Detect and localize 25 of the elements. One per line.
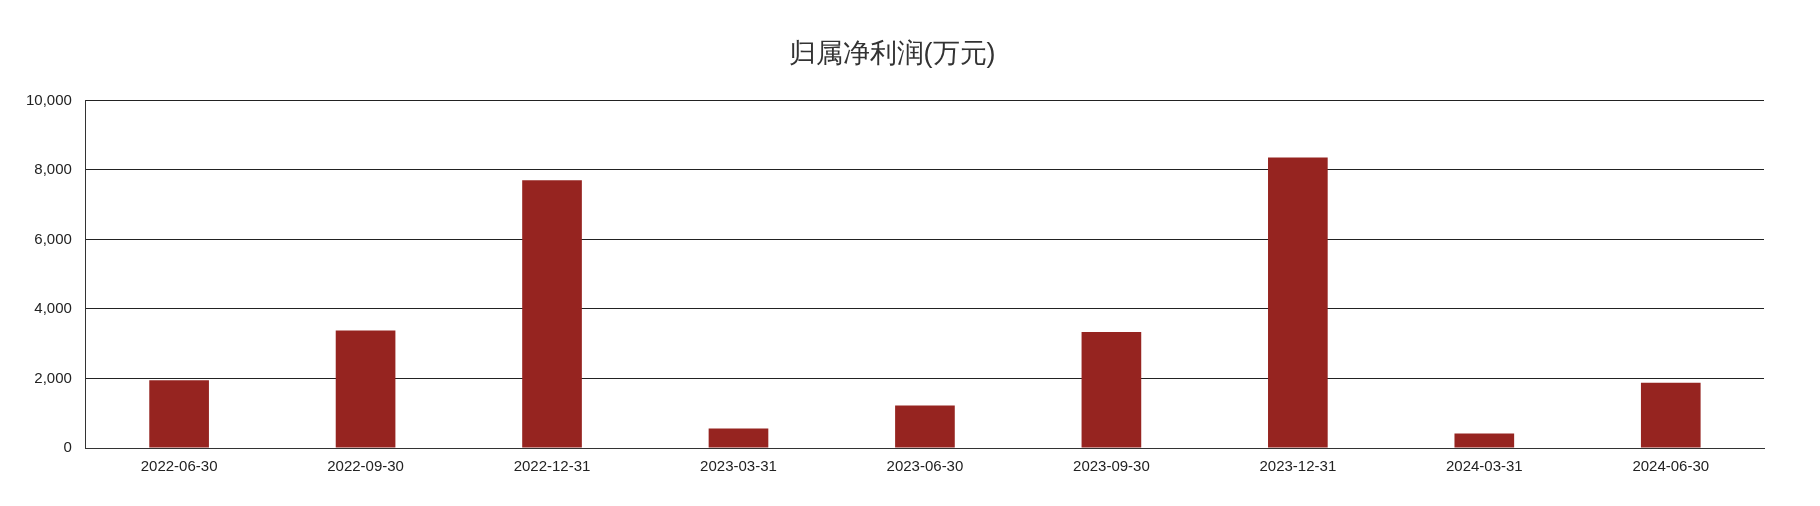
bar — [708, 428, 769, 448]
y-tick-label: 2,000 — [34, 368, 72, 386]
chart-title: 归属净利润(万元) — [788, 37, 996, 68]
bar — [335, 330, 396, 448]
y-tick-label: 10,000 — [25, 90, 72, 108]
x-tick-label: 2022-09-30 — [327, 457, 404, 475]
y-tick-label: 6,000 — [34, 229, 72, 247]
bar — [1081, 331, 1142, 448]
x-tick-label: 2024-06-30 — [1632, 457, 1710, 475]
bar — [895, 405, 955, 448]
y-tick-label: 8,000 — [34, 160, 72, 178]
bar — [1454, 433, 1515, 448]
x-tick-label: 2023-09-30 — [1073, 457, 1150, 475]
x-tick-label: 2023-12-31 — [1259, 457, 1337, 475]
bar — [149, 380, 209, 448]
x-tick-label: 2024-03-31 — [1445, 457, 1523, 475]
bar — [1640, 382, 1701, 448]
bar — [1268, 157, 1328, 448]
y-tick-label: 0 — [63, 438, 72, 456]
x-tick-label: 2022-12-31 — [513, 457, 591, 475]
y-tick-label: 4,000 — [34, 299, 72, 317]
x-tick-label: 2023-03-31 — [700, 457, 777, 475]
x-tick-label: 2022-06-30 — [140, 457, 218, 475]
bar — [522, 180, 582, 448]
x-tick-label: 2023-06-30 — [886, 457, 964, 475]
